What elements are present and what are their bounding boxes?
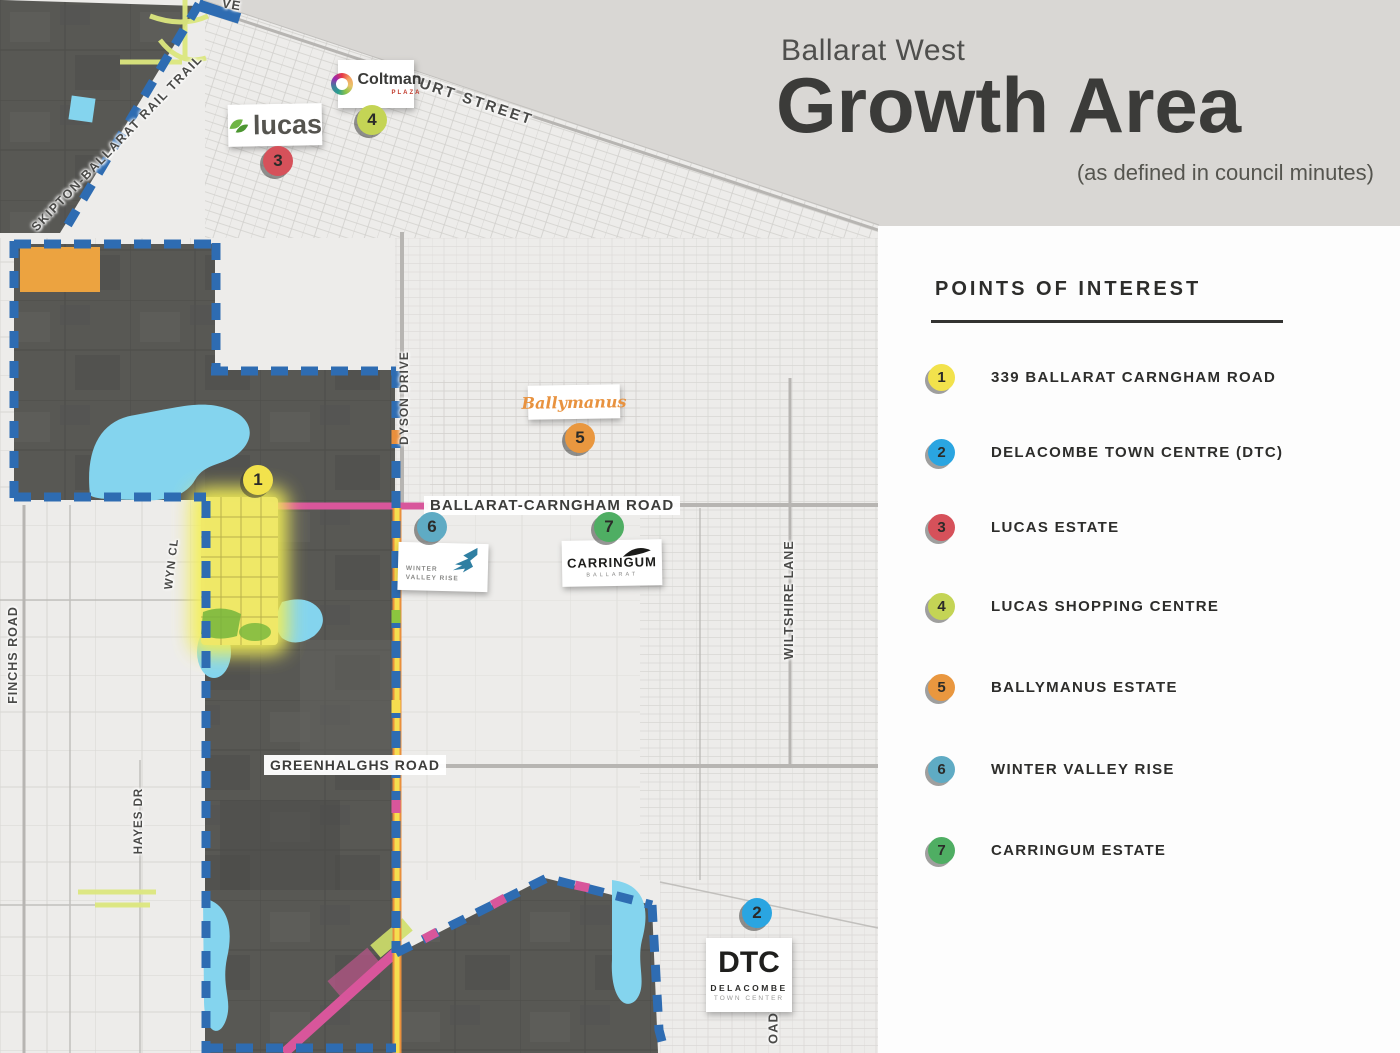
dtc-logo-subtext2: TOWN CENTER — [713, 995, 785, 1002]
map-marker-1: 1 — [243, 465, 273, 495]
road-label-wiltshire-lane: WILTSHIRE LANE — [782, 540, 796, 660]
dtc-logo-text: DTC — [718, 946, 780, 979]
map-marker-5: 5 — [565, 423, 595, 453]
coltman-plaza-logo: Coltman PLAZA — [330, 60, 422, 108]
legend-dot-7: 7 — [928, 837, 955, 864]
winter-valley-rise-logo: WINTER VALLEY RISE — [397, 541, 489, 593]
legend-row-7: 7 CARRINGUM ESTATE — [928, 837, 1166, 864]
legend-dot-6-number: 6 — [937, 761, 946, 778]
legend-dot-5: 5 — [928, 674, 955, 701]
coltman-ring-icon — [330, 73, 353, 95]
legend-dot-6: 6 — [928, 756, 955, 783]
legend-dot-2: 2 — [928, 439, 955, 466]
legend-row-2: 2 DELACOMBE TOWN CENTRE (DTC) — [928, 439, 1283, 466]
marker-2-number: 2 — [752, 903, 762, 922]
title-subtitle: (as defined in council minutes) — [1076, 160, 1374, 185]
legend-row-1: 1 339 BALLARAT CARNGHAM ROAD — [928, 364, 1276, 391]
coltman-logo-text: Coltman — [357, 71, 422, 88]
marker-1-number: 1 — [253, 470, 263, 489]
dtc-logo-subtext1: DELACOMBE — [710, 983, 788, 993]
road-label-partial-oad: OAD — [765, 1012, 781, 1044]
road-label-finchs-road: FINCHS ROAD — [6, 606, 20, 704]
map-marker-4: 4 — [357, 105, 387, 135]
legend-label-6: WINTER VALLEY RISE — [991, 761, 1175, 778]
legend-label-1: 339 BALLARAT CARNGHAM ROAD — [991, 369, 1277, 386]
map-marker-7: 7 — [594, 512, 624, 542]
marker-7-number: 7 — [604, 517, 614, 536]
panel-heading-rule — [931, 320, 1283, 323]
lucas-logo: lucas — [227, 103, 323, 147]
legend-dot-3-number: 3 — [937, 519, 946, 536]
legend-dot-1-number: 1 — [937, 369, 946, 386]
legend-dot-2-number: 2 — [937, 444, 946, 461]
legend-label-7: CARRINGUM ESTATE — [991, 842, 1167, 859]
map-marker-2: 2 — [742, 898, 772, 928]
hummingbird-icon — [452, 547, 478, 573]
title-kicker: Ballarat West — [781, 34, 966, 67]
legend-dot-4: 4 — [928, 593, 955, 620]
road-label-ballarat-carngham: BALLARAT-CARNGHAM ROAD — [424, 496, 681, 515]
legend-label-2: DELACOMBE TOWN CENTRE (DTC) — [991, 444, 1284, 461]
legend-dot-5-number: 5 — [937, 679, 946, 696]
marker-5-number: 5 — [575, 428, 585, 447]
marker-6-number: 6 — [427, 517, 437, 536]
wvr-logo-line2: VALLEY RISE — [405, 574, 459, 583]
legend-dot-1: 1 — [928, 364, 955, 391]
marker-3-number: 3 — [273, 151, 283, 170]
coltman-logo-subtext: PLAZA — [391, 90, 422, 96]
legend-row-4: 4 LUCAS SHOPPING CENTRE — [928, 593, 1219, 620]
carringum-logo: CARRINGUM BALLARAT — [561, 539, 663, 587]
legend-dot-3: 3 — [928, 514, 955, 541]
lucas-leaf-icon — [229, 119, 249, 133]
legend-dot-4-number: 4 — [937, 598, 946, 615]
road-label-greenhalghs-road: GREENHALGHS ROAD — [264, 755, 447, 775]
ballymanus-logo: Ballymanus — [521, 384, 627, 420]
lucas-logo-text: lucas — [252, 108, 323, 140]
carringum-logo-subtext: BALLARAT — [586, 571, 639, 579]
carringum-logo-text: CARRINGUM — [566, 554, 658, 571]
page-title: Growth Area — [776, 61, 1242, 149]
legend-label-3: LUCAS ESTATE — [991, 519, 1120, 536]
legend-dot-7-number: 7 — [937, 842, 946, 859]
ballymanus-logo-text: Ballymanus — [521, 391, 627, 413]
legend-row-3: 3 LUCAS ESTATE — [928, 514, 1119, 541]
road-label-hayes-dr: HAYES DR — [133, 787, 145, 855]
map-marker-3: 3 — [263, 146, 293, 176]
carringum-leaf-icon — [622, 548, 651, 557]
map-marker-6: 6 — [417, 512, 447, 542]
dtc-logo: DTC DELACOMBE TOWN CENTER — [706, 938, 792, 1012]
legend-label-4: LUCAS SHOPPING CENTRE — [991, 598, 1220, 615]
road-label-dyson-drive: DYSON DRIVE — [397, 351, 411, 445]
points-of-interest-panel: POINTS OF INTEREST 1 339 BALLARAT CARNGH… — [878, 226, 1400, 1053]
panel-heading: POINTS OF INTEREST — [935, 278, 1202, 300]
legend-row-6: 6 WINTER VALLEY RISE — [928, 756, 1175, 783]
legend-row-5: 5 BALLYMANUS ESTATE — [928, 674, 1178, 701]
marker-4-number: 4 — [367, 110, 377, 129]
legend-label-5: BALLYMANUS ESTATE — [991, 679, 1178, 696]
